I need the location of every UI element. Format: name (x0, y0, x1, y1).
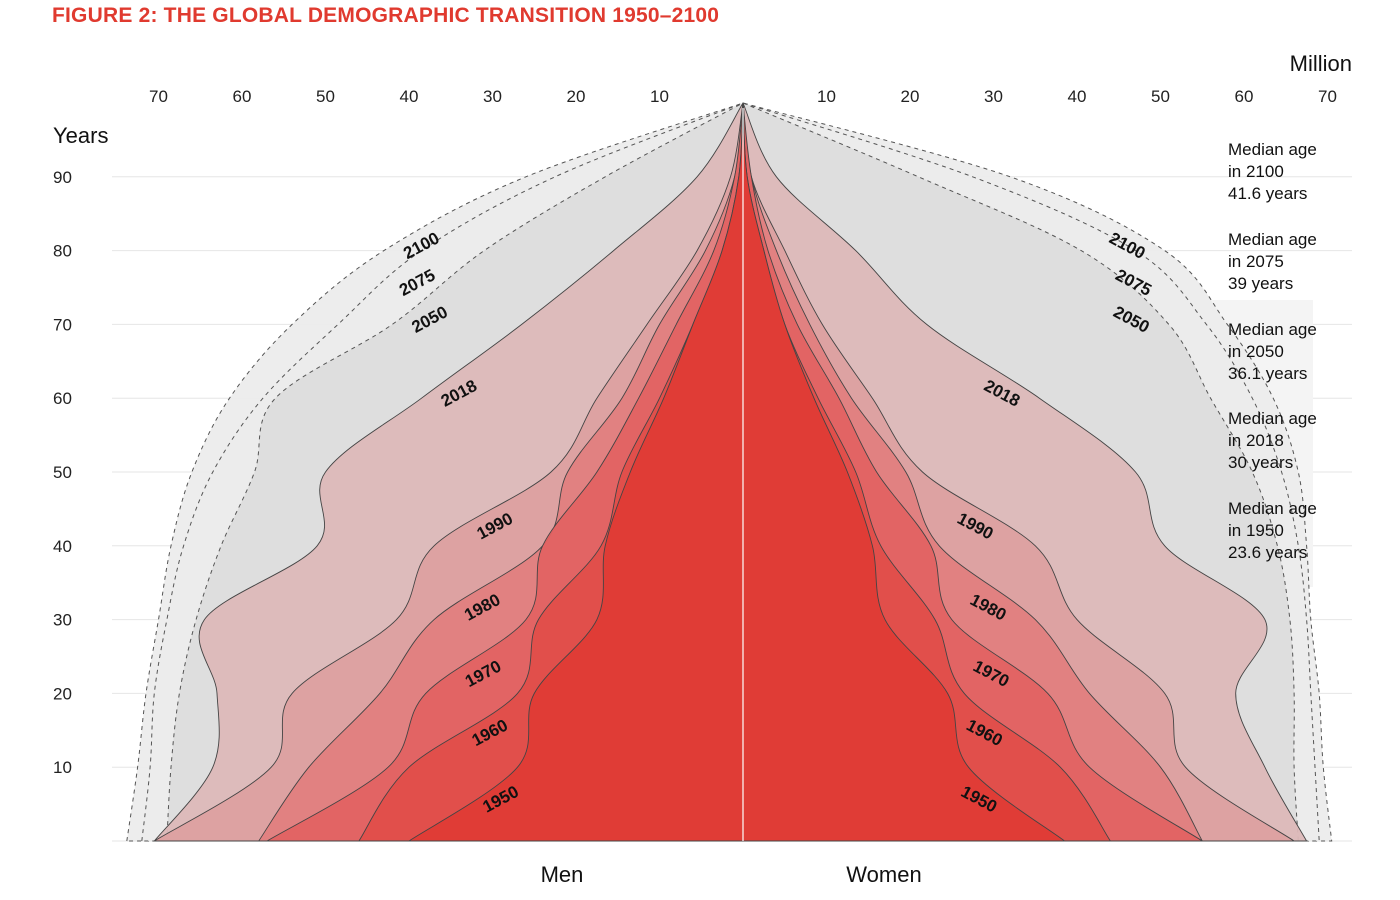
y-tick-80: 80 (53, 242, 72, 261)
men-label: Men (541, 862, 584, 887)
x-tick-men-20: 20 (567, 87, 586, 106)
x-tick-women-70: 70 (1318, 87, 1337, 106)
series-areas (126, 102, 1333, 842)
series-area-1950 (407, 102, 1066, 842)
y-tick-90: 90 (53, 168, 72, 187)
x-tick-women-10: 10 (817, 87, 836, 106)
median-age-in-2075: Median age in 2075 39 years (1228, 229, 1388, 295)
y-tick-60: 60 (53, 389, 72, 408)
median-age-line3: 41.6 years (1228, 184, 1308, 203)
median-age-line2: in 1950 (1228, 521, 1284, 540)
median-age-in-2018: Median age in 2018 30 years (1228, 408, 1388, 474)
median-age-in-2100: Median age in 2100 41.6 years (1228, 139, 1388, 205)
x-tick-men-70: 70 (149, 87, 168, 106)
x-unit-label: Million (1290, 51, 1352, 76)
y-tick-70: 70 (53, 315, 72, 334)
x-tick-women-20: 20 (901, 87, 920, 106)
figure-title: FIGURE 2: THE GLOBAL DEMOGRAPHIC TRANSIT… (52, 4, 720, 27)
x-tick-men-30: 30 (483, 87, 502, 106)
y-tick-20: 20 (53, 684, 72, 703)
x-tick-men-40: 40 (400, 87, 419, 106)
x-tick-women-40: 40 (1068, 87, 1087, 106)
median-age-line1: Median age (1228, 140, 1317, 159)
median-age-line2: in 2100 (1228, 162, 1284, 181)
x-tick-men-50: 50 (316, 87, 335, 106)
x-tick-men-60: 60 (233, 87, 252, 106)
median-age-in-1950: Median age in 1950 23.6 years (1228, 498, 1388, 564)
x-tick-women-30: 30 (984, 87, 1003, 106)
x-tick-women-50: 50 (1151, 87, 1170, 106)
median-age-line3: 23.6 years (1228, 543, 1308, 562)
median-age-line1: Median age (1228, 320, 1317, 339)
median-age-line1: Median age (1228, 409, 1317, 428)
median-age-line3: 39 years (1228, 274, 1294, 293)
axes: 70 60 50 40 30 20 10 10 20 30 40 50 60 70 90 80 70 60 50 40… (53, 87, 1337, 777)
y-tick-10: 10 (53, 758, 72, 777)
median-age-line3: 36.1 years (1228, 364, 1308, 383)
x-tick-men-10: 10 (650, 87, 669, 106)
median-age-in-2050: Median age in 2050 36.1 years (1228, 319, 1388, 385)
median-age-line1: Median age (1228, 499, 1317, 518)
median-age-line2: in 2050 (1228, 342, 1284, 361)
x-tick-women-60: 60 (1235, 87, 1254, 106)
median-age-line2: in 2075 (1228, 252, 1284, 271)
y-axis-title: Years (53, 123, 108, 148)
y-tick-50: 50 (53, 463, 72, 482)
women-label: Women (846, 862, 921, 887)
y-tick-40: 40 (53, 537, 72, 556)
median-age-line2: in 2018 (1228, 431, 1284, 450)
median-age-line1: Median age (1228, 230, 1317, 249)
median-age-line3: 30 years (1228, 453, 1294, 472)
y-tick-30: 30 (53, 611, 72, 630)
